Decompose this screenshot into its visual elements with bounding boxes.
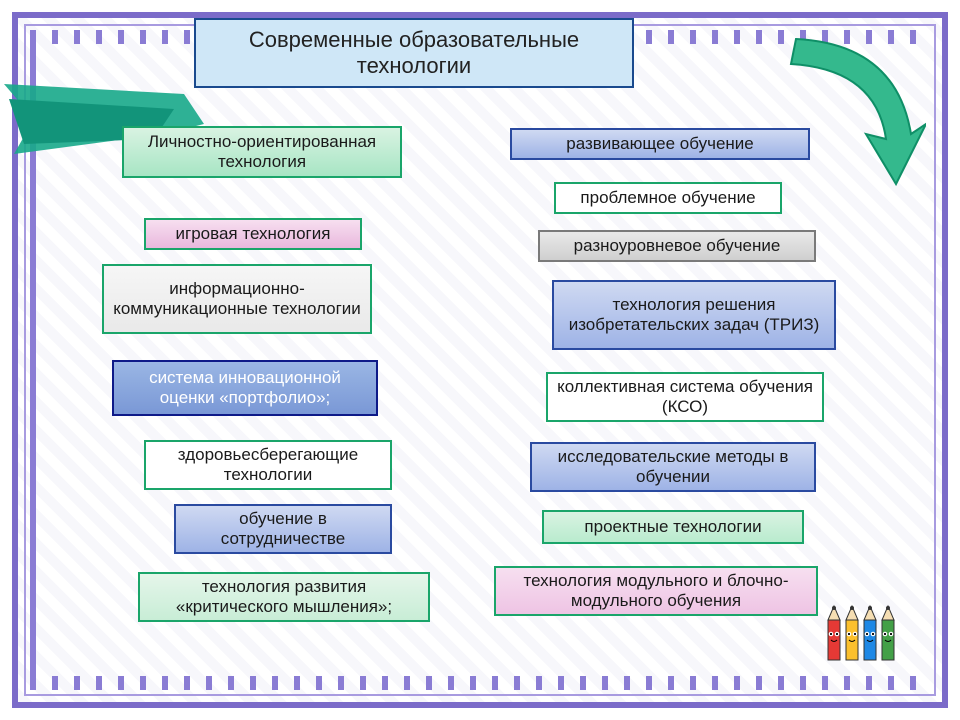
tech-box-label: разноуровневое обучение: [574, 236, 781, 256]
tech-box-b9: проблемное обучение: [554, 182, 782, 214]
tech-box-label: проектные технологии: [584, 517, 761, 537]
tech-box-label: здоровьесберегающие технологии: [154, 445, 382, 484]
content-area: Современные образовательные технологии Л…: [44, 44, 916, 676]
tech-box-b7: технология развития «критического мышлен…: [138, 572, 430, 622]
tech-box-label: информационно-коммуникационные технологи…: [112, 279, 362, 318]
tech-box-b2: игровая технология: [144, 218, 362, 250]
tech-box-b14: проектные технологии: [542, 510, 804, 544]
tech-box-label: технология решения изобретательских зада…: [562, 295, 826, 334]
tech-box-b10: разноуровневое обучение: [538, 230, 816, 262]
tech-box-label: Личностно-ориентированная технология: [132, 132, 392, 171]
tech-box-label: система инновационной оценки «портфолио»…: [122, 368, 368, 407]
tech-box-b4: система инновационной оценки «портфолио»…: [112, 360, 378, 416]
pencils-icon: [816, 600, 906, 670]
tech-box-b6: обучение в сотрудничестве: [174, 504, 392, 554]
tech-box-b5: здоровьесберегающие технологии: [144, 440, 392, 490]
tech-box-label: развивающее обучение: [566, 134, 753, 154]
title-text: Современные образовательные технологии: [204, 27, 624, 80]
tech-box-label: коллективная система обучения (КСО): [556, 377, 814, 416]
tech-box-b3: информационно-коммуникационные технологи…: [102, 264, 372, 334]
tech-box-b13: исследовательские методы в обучении: [530, 442, 816, 492]
tech-box-label: технология развития «критического мышлен…: [148, 577, 420, 616]
tech-box-b11: технология решения изобретательских зада…: [552, 280, 836, 350]
tech-box-label: технология модульного и блочно-модульног…: [504, 571, 808, 610]
tech-box-label: проблемное обучение: [580, 188, 755, 208]
title-box: Современные образовательные технологии: [194, 18, 634, 88]
tech-box-label: исследовательские методы в обучении: [540, 447, 806, 486]
tech-box-b15: технология модульного и блочно-модульног…: [494, 566, 818, 616]
tech-box-label: игровая технология: [176, 224, 331, 244]
tech-box-b1: Личностно-ориентированная технология: [122, 126, 402, 178]
arrow-decoration: [776, 34, 926, 194]
tech-box-label: обучение в сотрудничестве: [184, 509, 382, 548]
tech-box-b8: развивающее обучение: [510, 128, 810, 160]
tech-box-b12: коллективная система обучения (КСО): [546, 372, 824, 422]
